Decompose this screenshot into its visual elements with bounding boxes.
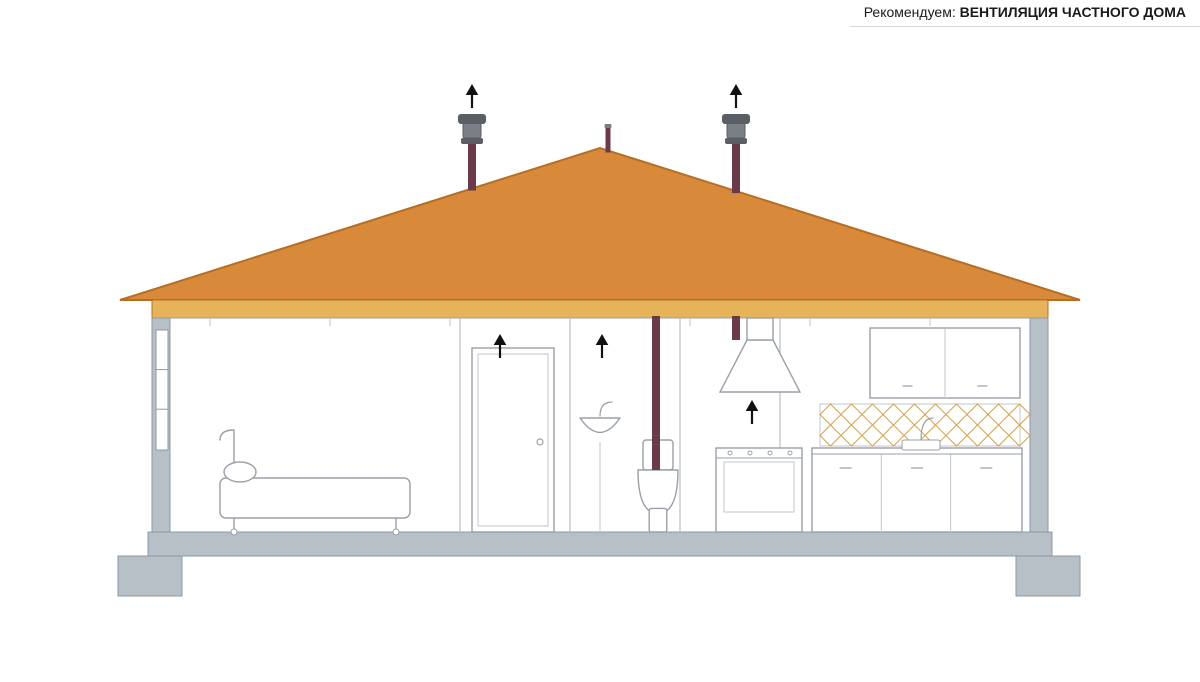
interior-door — [472, 348, 554, 532]
bathroom — [580, 402, 678, 532]
daybed — [220, 430, 410, 535]
kitchen — [716, 318, 1030, 532]
diagram-stage — [0, 0, 1200, 682]
interior — [170, 318, 1030, 535]
ventilation-diagram — [0, 0, 1200, 682]
roof — [120, 148, 1080, 318]
